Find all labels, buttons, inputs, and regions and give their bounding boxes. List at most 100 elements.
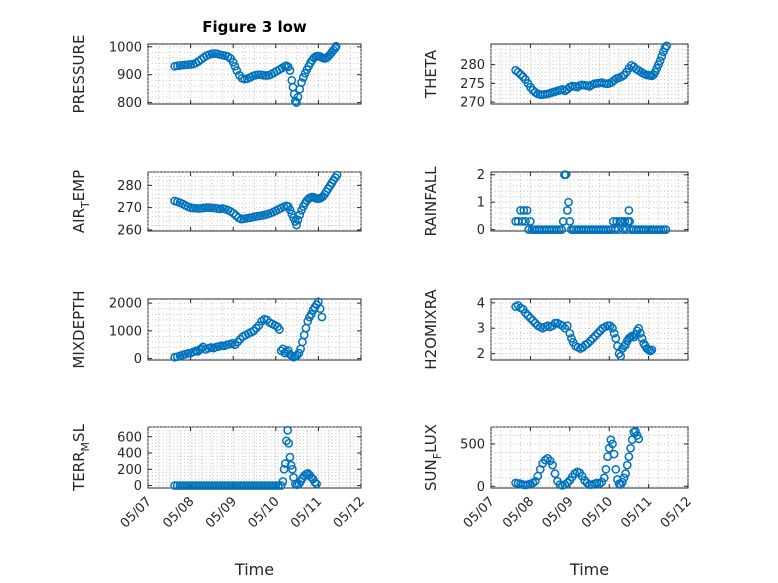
data-point: [528, 316, 538, 325]
data-point: [619, 473, 629, 483]
data-point: [207, 481, 217, 490]
data-point: [283, 425, 292, 435]
data-point: [522, 206, 532, 215]
data-point: [202, 203, 211, 212]
y-tick-label: 1: [477, 196, 485, 211]
data-point: [191, 481, 201, 490]
y-axis-label: RAINFALL: [422, 166, 440, 237]
y-tick-label: 275: [460, 77, 485, 92]
data-point: [611, 465, 621, 474]
data-point: [228, 57, 238, 67]
data-point: [228, 481, 238, 490]
data-point: [180, 481, 190, 490]
y-tick-label: 0: [477, 223, 485, 238]
subplot-theta: 270 275 280 THETA: [422, 41, 689, 111]
data-point: [253, 70, 263, 80]
grid-lines: [147, 44, 362, 104]
data-point: [637, 334, 647, 343]
data-point: [212, 481, 222, 490]
data-point: [560, 323, 570, 333]
data-point: [562, 321, 572, 331]
data-point: [286, 460, 296, 470]
data-point: [244, 481, 254, 490]
data-point: [263, 481, 273, 490]
data-point: [279, 464, 289, 474]
data-point: [218, 481, 227, 490]
x-tick-label: 05/07: [118, 494, 155, 531]
data-point: [608, 323, 617, 333]
data-point: [624, 206, 634, 215]
series-markers: [170, 41, 341, 107]
data-point: [516, 70, 525, 79]
series-markers: [511, 301, 657, 361]
y-tick-label: 0: [134, 479, 142, 494]
subplot-pressure: 800 900 1000 PRESSURE Figure 3 low: [70, 18, 362, 113]
data-point: [278, 477, 288, 486]
data-point: [288, 464, 297, 474]
data-point: [590, 331, 600, 341]
y-tick-label: 800: [117, 96, 142, 111]
data-point: [659, 225, 668, 234]
data-point: [656, 225, 666, 234]
data-point: [562, 206, 572, 215]
data-point: [294, 348, 304, 358]
data-point: [526, 313, 535, 323]
data-point: [236, 481, 246, 490]
y-tick-label: 2000: [109, 297, 142, 312]
data-point: [239, 481, 249, 490]
data-point: [524, 225, 534, 234]
y-tick-label: 2: [477, 168, 485, 183]
data-point: [282, 436, 291, 446]
data-point: [266, 481, 275, 490]
data-point: [662, 41, 672, 51]
data-point: [636, 328, 645, 338]
y-tick-label: 600: [117, 430, 142, 445]
data-point: [198, 342, 208, 352]
y-tick-label: 4: [477, 296, 485, 311]
data-point: [247, 481, 257, 490]
data-point: [621, 469, 630, 478]
data-point: [585, 336, 595, 346]
x-tick-label: 05/12: [331, 494, 368, 531]
y-tick-label: 200: [117, 463, 142, 478]
y-axis-label: TERRMSL: [70, 423, 92, 492]
data-point: [562, 478, 572, 488]
data-point: [558, 321, 567, 331]
y-axis-label: MIXDEPTH: [70, 290, 88, 368]
y-tick-label: 0: [477, 480, 485, 495]
data-point: [609, 449, 619, 459]
grid-lines: [147, 299, 362, 360]
data-point: [170, 481, 179, 490]
chart-title: Figure 3 low: [202, 18, 307, 36]
data-point: [252, 481, 262, 490]
series-markers: [511, 41, 672, 99]
data-point: [608, 439, 617, 449]
data-point: [626, 332, 635, 342]
y-tick-label: 2: [477, 347, 485, 362]
x-tick-label: 05/08: [160, 494, 197, 531]
y-tick-label: 280: [460, 58, 485, 73]
data-point: [644, 345, 653, 355]
data-point: [626, 443, 635, 453]
series-markers: [170, 297, 327, 362]
grid-lines: [147, 426, 362, 488]
data-point: [588, 334, 598, 343]
data-point: [543, 453, 552, 463]
axes-frame: [490, 426, 689, 489]
data-point: [202, 481, 211, 490]
data-point: [220, 481, 230, 490]
y-tick-label: 500: [460, 437, 485, 452]
data-point: [188, 481, 198, 490]
x-axis-label: Time: [234, 560, 274, 579]
y-tick-label: 280: [117, 179, 142, 194]
y-tick-label: 3: [477, 322, 485, 337]
y-tick-label: 900: [117, 68, 142, 83]
subplot-rainfall: 0 1 2 RAINFALL: [422, 166, 689, 238]
data-point: [271, 481, 281, 490]
data-point: [647, 345, 657, 355]
data-point: [517, 217, 527, 226]
data-point: [285, 452, 295, 462]
data-point: [242, 481, 251, 490]
subplot-mixdepth: 0 1000 2000 MIXDEPTH: [70, 290, 362, 369]
